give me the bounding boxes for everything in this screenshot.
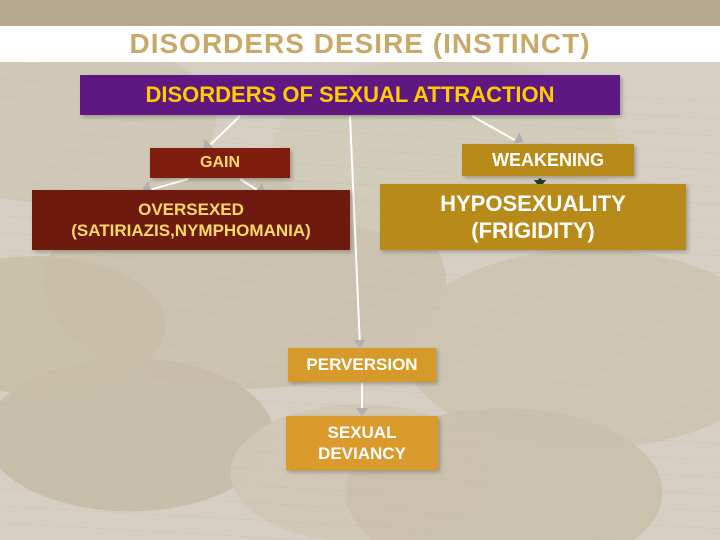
node-weakening: WEAKENING (462, 144, 634, 176)
node-gain: GAIN (150, 148, 290, 178)
top-bar (0, 0, 720, 26)
node-hyposexuality: HYPOSEXUALITY (FRIGIDITY) (380, 184, 686, 250)
slide-title: DISORDERS DESIRE (INSTINCT) (100, 28, 620, 64)
node-perversion: PERVERSION (288, 348, 436, 382)
slide-canvas: DISORDERS DESIRE (INSTINCT) DISORDERS OF … (0, 0, 720, 540)
node-oversexed: OVERSEXED (SATIRIAZIS,NYMPHOMANIA) (32, 190, 350, 250)
node-deviancy: SEXUAL DEVIANCY (286, 416, 438, 470)
arrow-6 (361, 383, 363, 409)
arrow-head-6 (356, 408, 368, 416)
node-root: DISORDERS OF SEXUAL ATTRACTION (80, 75, 620, 115)
arrow-head-1 (354, 340, 366, 349)
